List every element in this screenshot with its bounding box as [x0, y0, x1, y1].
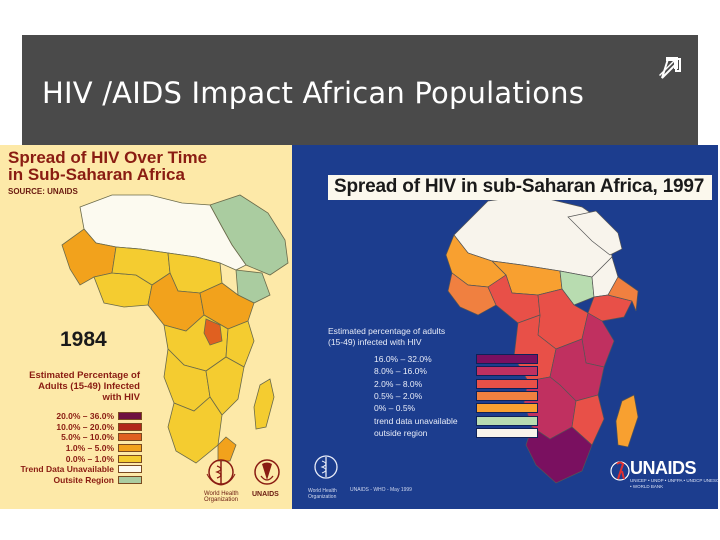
- left-map-title: Spread of HIV Over Time in Sub-Saharan A…: [8, 149, 207, 183]
- who-footer-label: World Health Organization: [308, 488, 348, 500]
- left-legend-title-line3: with HIV: [8, 392, 140, 403]
- right-legend-item: 0% – 0.5%: [374, 402, 538, 414]
- legend-label: 0.5% – 2.0%: [374, 391, 476, 401]
- legend-swatch: [118, 465, 142, 473]
- legend-label: Outsite Region: [54, 475, 114, 485]
- left-legend-item: 1.0% – 5.0%: [2, 443, 142, 454]
- slide-title: HIV /AIDS Impact African Populations: [42, 76, 584, 110]
- left-legend-title-line1: Estimated Percentage of: [8, 370, 140, 381]
- legend-swatch: [476, 391, 538, 401]
- left-legend-item: Outsite Region: [2, 475, 142, 486]
- legend-label: 10.0% – 20.0%: [56, 422, 114, 432]
- legend-label: 0.0% – 1.0%: [66, 454, 114, 464]
- legend-swatch: [476, 428, 538, 438]
- left-legend-title-line2: Adults (15-49) Infected: [8, 381, 140, 392]
- right-map-panel: Spread of HIV in sub-Saharan Africa, 199…: [292, 145, 718, 509]
- legend-label: 5.0% – 10.0%: [61, 432, 114, 442]
- right-map-title: Spread of HIV in sub-Saharan Africa, 199…: [328, 175, 712, 200]
- legend-label: 8.0% – 16.0%: [374, 366, 476, 376]
- arrow-up-right-icon: [654, 52, 684, 82]
- legend-label: outside region: [374, 428, 476, 438]
- left-map-source: SOURCE: UNAIDS: [8, 187, 78, 196]
- right-legend-item: 0.5% – 2.0%: [374, 390, 538, 402]
- legend-label: 0% – 0.5%: [374, 403, 476, 413]
- legend-swatch: [118, 476, 142, 484]
- right-legend-item: 8.0% – 16.0%: [374, 365, 538, 377]
- legend-label: 2.0% – 8.0%: [374, 379, 476, 389]
- left-map-title-line2: in Sub-Saharan Africa: [8, 166, 207, 183]
- legend-swatch: [118, 423, 142, 431]
- unaids-wordmark: UNAIDS: [630, 458, 696, 479]
- legend-label: Trend Data Unavailable: [20, 464, 114, 474]
- unaids-logo-icon: [250, 458, 284, 488]
- right-legend-item: trend data unavailable: [374, 414, 538, 426]
- right-legend-title: Estimated percentage of adults (15-49) i…: [328, 326, 518, 347]
- who-emblem-icon: [312, 453, 340, 481]
- left-legend: 20.0% – 36.0% 10.0% – 20.0% 5.0% – 10.0%…: [2, 411, 142, 485]
- legend-label: trend data unavailable: [374, 416, 476, 426]
- right-legend-item: outside region: [374, 427, 538, 439]
- legend-swatch: [118, 444, 142, 452]
- legend-swatch: [476, 379, 538, 389]
- left-map-year: 1984: [60, 328, 107, 352]
- legend-swatch: [476, 403, 538, 413]
- left-map-panel: Spread of HIV Over Time in Sub-Saharan A…: [0, 145, 292, 509]
- legend-swatch: [476, 366, 538, 376]
- left-map-title-line1: Spread of HIV Over Time: [8, 149, 207, 166]
- legend-label: 20.0% – 36.0%: [56, 411, 114, 421]
- who-logo-icon: [204, 458, 238, 488]
- footer-date: UNAIDS - WHO - May 1999: [350, 487, 412, 493]
- right-legend-item: 16.0% – 32.0%: [374, 353, 538, 365]
- who-logo-label: World Health Organization: [204, 491, 244, 503]
- right-legend-title-line2: (15-49) infected with HIV: [328, 337, 518, 348]
- legend-swatch: [476, 416, 538, 426]
- right-legend-title-line1: Estimated percentage of adults: [328, 326, 518, 337]
- left-legend-item: 0.0% – 1.0%: [2, 453, 142, 464]
- unaids-ribbon-icon: [610, 459, 630, 485]
- legend-label: 16.0% – 32.0%: [374, 354, 476, 364]
- legend-swatch: [118, 412, 142, 420]
- right-legend-item: 2.0% – 8.0%: [374, 378, 538, 390]
- left-legend-item: 5.0% – 10.0%: [2, 432, 142, 443]
- unaids-cosponsors: UNICEF • UNDP • UNFPA • UNDCP UNESCO • W…: [630, 478, 718, 489]
- unaids-logo-label: UNAIDS: [252, 491, 279, 498]
- left-legend-title: Estimated Percentage of Adults (15-49) I…: [8, 370, 140, 403]
- legend-swatch: [118, 433, 142, 441]
- legend-swatch: [476, 354, 538, 364]
- legend-label: 1.0% – 5.0%: [66, 443, 114, 453]
- left-legend-item: 10.0% – 20.0%: [2, 422, 142, 433]
- left-legend-item: Trend Data Unavailable: [2, 464, 142, 475]
- title-bar: HIV /AIDS Impact African Populations: [22, 35, 698, 145]
- left-legend-item: 20.0% – 36.0%: [2, 411, 142, 422]
- legend-swatch: [118, 455, 142, 463]
- right-legend: 16.0% – 32.0% 8.0% – 16.0% 2.0% – 8.0% 0…: [374, 353, 538, 439]
